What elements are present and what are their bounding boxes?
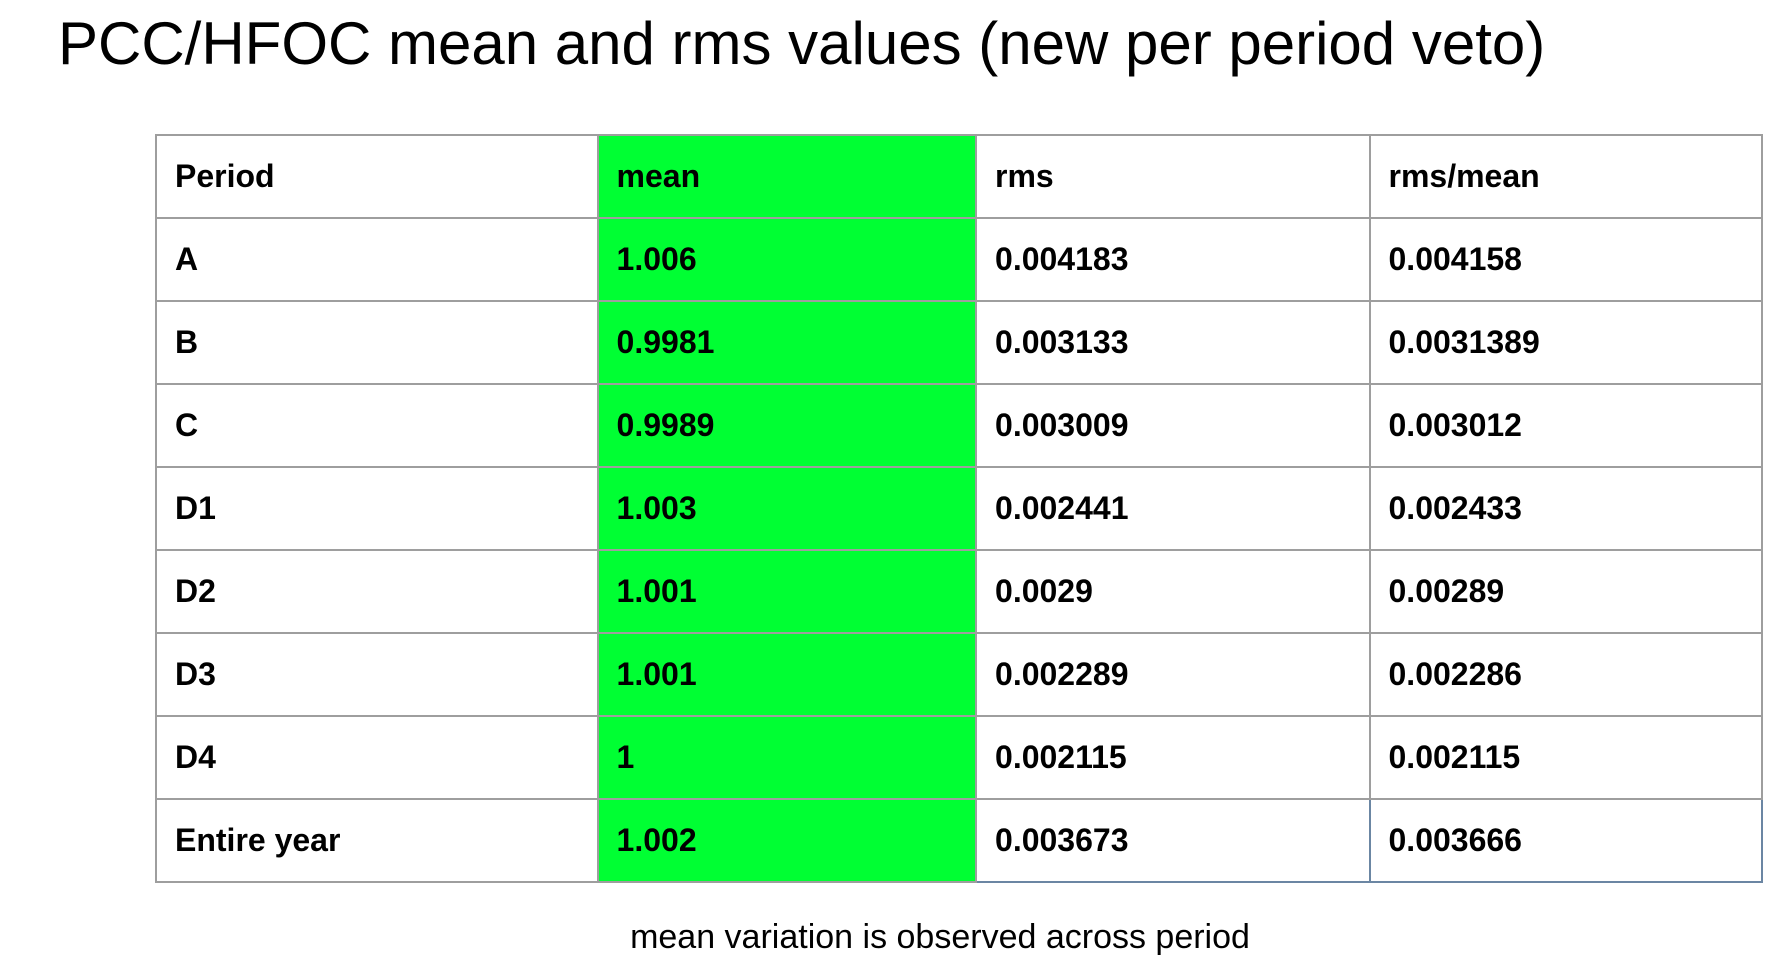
cell-rms-over-mean: 0.002286 (1368, 632, 1763, 717)
cell-period: A (155, 217, 599, 302)
cell-mean: 1.003 (596, 466, 978, 551)
cell-mean: 1.001 (596, 632, 978, 717)
cell-rms: 0.003673 (975, 798, 1371, 883)
cell-mean: 1.006 (596, 217, 978, 302)
cell-period: D4 (155, 715, 599, 800)
table-row: D1 1.003 0.002441 0.002433 (155, 466, 1763, 551)
cell-rms-over-mean: 0.003012 (1368, 383, 1763, 468)
cell-period: D3 (155, 632, 599, 717)
cell-rms-over-mean: 0.004158 (1368, 217, 1763, 302)
cell-rms: 0.002115 (975, 715, 1371, 800)
cell-mean: 0.9981 (596, 300, 978, 385)
cell-rms: 0.0029 (975, 549, 1371, 634)
cell-rms-over-mean: 0.002115 (1368, 715, 1763, 800)
table-row: C 0.9989 0.003009 0.003012 (155, 383, 1763, 468)
table-row: D3 1.001 0.002289 0.002286 (155, 632, 1763, 717)
slide-caption: mean variation is observed across period (630, 918, 1250, 956)
table-row: Entire year 1.002 0.003673 0.003666 (155, 798, 1763, 883)
table-row: A 1.006 0.004183 0.004158 (155, 217, 1763, 302)
cell-rms: 0.003133 (975, 300, 1371, 385)
header-rms-over-mean: rms/mean (1368, 134, 1763, 219)
cell-rms: 0.003009 (975, 383, 1371, 468)
cell-period: B (155, 300, 599, 385)
header-mean: mean (596, 134, 978, 219)
cell-mean: 1.001 (596, 549, 978, 634)
cell-rms-over-mean: 0.0031389 (1368, 300, 1763, 385)
cell-period: D1 (155, 466, 599, 551)
cell-rms-over-mean: 0.00289 (1368, 549, 1763, 634)
cell-rms-over-mean: 0.003666 (1368, 798, 1763, 883)
cell-period: D2 (155, 549, 599, 634)
cell-period: Entire year (155, 798, 599, 883)
cell-period: C (155, 383, 599, 468)
cell-rms-over-mean: 0.002433 (1368, 466, 1763, 551)
cell-mean: 1.002 (596, 798, 978, 883)
cell-mean: 0.9989 (596, 383, 978, 468)
cell-rms: 0.004183 (975, 217, 1371, 302)
table-row: D2 1.001 0.0029 0.00289 (155, 549, 1763, 634)
header-rms: rms (975, 134, 1371, 219)
table-header-row: Period mean rms rms/mean (155, 134, 1763, 219)
cell-rms: 0.002441 (975, 466, 1371, 551)
results-table: Period mean rms rms/mean A 1.006 0.00418… (155, 134, 1763, 883)
cell-mean: 1 (596, 715, 978, 800)
slide-title: PCC/HFOC mean and rms values (new per pe… (58, 10, 1546, 77)
cell-rms: 0.002289 (975, 632, 1371, 717)
table-row: B 0.9981 0.003133 0.0031389 (155, 300, 1763, 385)
header-period: Period (155, 134, 599, 219)
table-row: D4 1 0.002115 0.002115 (155, 715, 1763, 800)
